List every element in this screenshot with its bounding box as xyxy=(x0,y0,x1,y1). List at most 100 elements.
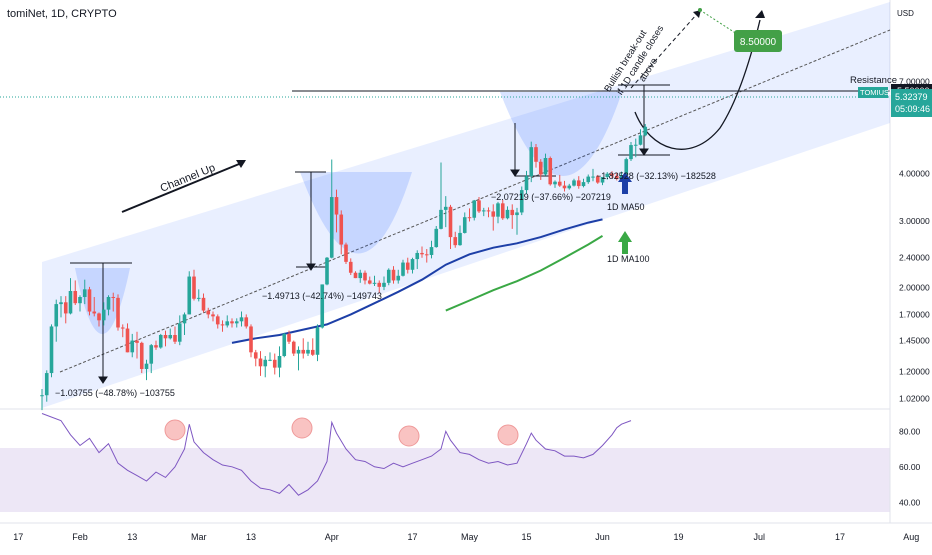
rsi-tick-label: 40.00 xyxy=(899,497,921,507)
candle-body xyxy=(353,272,358,279)
candle-body xyxy=(339,214,344,245)
candle-body xyxy=(206,310,211,315)
channel-up-area xyxy=(42,2,890,408)
candle-body xyxy=(287,333,291,342)
candle-body xyxy=(144,363,149,369)
chart-title: tomiNet, 1D, CRYPTO xyxy=(7,8,117,20)
rsi-peak-1 xyxy=(164,419,186,441)
candle-body xyxy=(125,328,130,353)
candle-body xyxy=(211,314,215,317)
candle-body xyxy=(505,209,510,219)
rsi-panel xyxy=(41,413,632,496)
candle-body xyxy=(519,190,524,213)
ma100-arrow xyxy=(618,231,632,254)
candle-body xyxy=(491,211,496,217)
rsi-peak-2 xyxy=(291,417,313,439)
candle-body xyxy=(201,297,206,311)
channel-up-arrowhead xyxy=(236,160,246,168)
candle-body xyxy=(367,280,372,284)
projection-arrow xyxy=(755,10,765,18)
time-tick-label: 17 xyxy=(13,532,23,542)
measure-label-4: −1.82528 (−32.13%) −182528 xyxy=(596,171,716,181)
candle-body xyxy=(263,359,268,367)
candle-body xyxy=(59,302,63,305)
ma50-line xyxy=(231,218,603,344)
candle-body xyxy=(296,349,301,354)
candle-body xyxy=(363,272,367,281)
price-tick-label: 2.40000 xyxy=(899,253,930,263)
ma100-line xyxy=(445,235,604,312)
time-tick-label: 19 xyxy=(673,532,683,542)
ma50-label: 1D MA50 xyxy=(607,202,645,212)
countdown: 05:09:46 xyxy=(895,104,930,114)
candle-body xyxy=(591,176,595,178)
candle-body xyxy=(182,314,187,324)
candle-body xyxy=(258,358,263,367)
channel-up-arrow xyxy=(121,161,245,213)
candle-body xyxy=(220,324,225,326)
candle-body xyxy=(382,282,386,287)
breakout-arrow xyxy=(630,13,698,89)
candle-body xyxy=(40,395,44,397)
candle-body xyxy=(391,269,396,281)
candlesticks xyxy=(40,124,648,411)
candle-body xyxy=(291,341,296,354)
candle-body xyxy=(605,173,610,178)
candle-body xyxy=(268,359,272,361)
candle-body xyxy=(149,345,154,364)
candle-body xyxy=(581,182,586,187)
moving-averages xyxy=(231,218,604,344)
rsi-tick-label: 80.00 xyxy=(899,426,921,436)
candle-body xyxy=(481,210,486,212)
candle-body xyxy=(249,326,253,353)
price-tick-label: 7.00000 xyxy=(899,77,930,87)
candle-body xyxy=(92,311,97,314)
candle-body xyxy=(429,247,434,255)
candle-body xyxy=(462,217,467,233)
candle-body xyxy=(377,282,382,287)
time-axis[interactable]: 17 Feb 13 Mar 13 Apr 17 May 15 Jun 19 Jul 17 Aug xyxy=(13,532,919,542)
candle-body xyxy=(486,210,491,212)
candle-body xyxy=(643,126,648,136)
candle-body xyxy=(163,334,168,339)
candle-body xyxy=(458,232,462,246)
candle-body xyxy=(192,276,196,299)
rsi-band xyxy=(0,448,890,512)
ma100-label: 1D MA100 xyxy=(607,254,650,264)
candle-body xyxy=(576,180,581,187)
measure-label-2: −1.49713 (−42.74%) −149743 xyxy=(262,291,382,301)
time-tick-label: 13 xyxy=(127,532,137,542)
candle-body xyxy=(595,176,600,183)
time-tick-label: Aug xyxy=(903,532,919,542)
candle-body xyxy=(139,342,144,369)
rsi-axis[interactable]: 80.00 60.00 40.00 xyxy=(899,426,921,507)
symbol-badge xyxy=(858,87,888,98)
candle-body xyxy=(614,175,619,179)
candle-body xyxy=(82,289,87,297)
candle-body xyxy=(344,244,348,262)
ma50-arrow xyxy=(618,172,632,194)
candle-body xyxy=(553,181,557,185)
candle-body xyxy=(97,313,101,321)
projection-curve xyxy=(634,19,761,150)
time-tick-label: Jun xyxy=(595,532,610,542)
candle-body xyxy=(120,327,125,329)
candle-body xyxy=(538,161,543,175)
candle-body xyxy=(168,334,173,339)
candle-body xyxy=(215,316,220,325)
pattern-shape-3 xyxy=(500,92,622,176)
candle-body xyxy=(234,321,239,324)
rsi-peak-3 xyxy=(398,425,420,447)
price-axis[interactable]: 7.00000 4.00000 3.00000 2.40000 2.00000 1.700… xyxy=(899,77,930,404)
candle-body xyxy=(477,200,481,212)
candle-body xyxy=(277,356,282,368)
candle-body xyxy=(63,302,68,314)
target-box[interactable] xyxy=(734,30,782,52)
candle-body xyxy=(443,206,448,210)
candle-body xyxy=(572,180,576,186)
rsi-line xyxy=(41,413,632,496)
candle-body xyxy=(448,206,453,238)
candle-body xyxy=(472,200,477,218)
